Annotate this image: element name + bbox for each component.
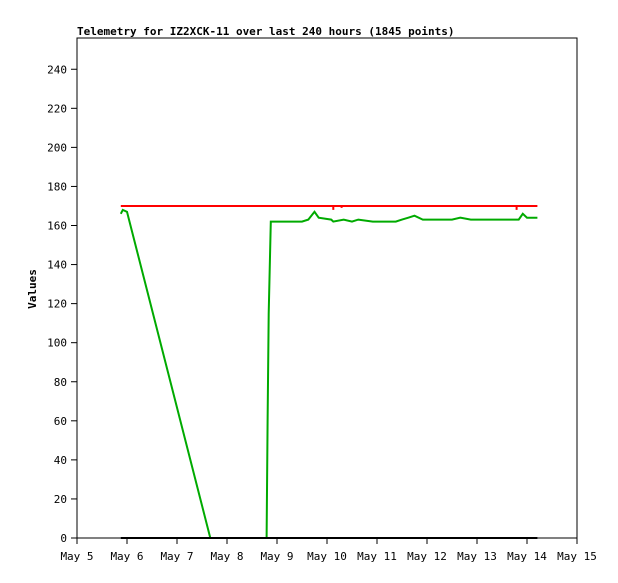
y-tick-label: 140 bbox=[47, 259, 67, 272]
y-tick-label: 160 bbox=[47, 220, 67, 233]
y-axis-ticks: 0 20 40 60 80 100 120 140 160 180 200 220 240 bbox=[47, 63, 77, 545]
y-tick-label: 80 bbox=[54, 376, 67, 389]
y-tick-label: 180 bbox=[47, 180, 67, 193]
chart-title: Telemetry for IZ2XCK-11 over last 240 ho… bbox=[77, 25, 455, 38]
x-tick-label: May 6 bbox=[110, 550, 143, 563]
x-tick-label: May 8 bbox=[210, 550, 243, 563]
x-tick-label: May 10 bbox=[307, 550, 347, 563]
y-tick-label: 220 bbox=[47, 102, 67, 115]
y-axis-label: Values bbox=[26, 269, 39, 309]
y-tick-label: 120 bbox=[47, 298, 67, 311]
series-line-1 bbox=[120, 205, 538, 210]
y-tick-label: 60 bbox=[54, 415, 67, 428]
y-tick-label: 0 bbox=[60, 532, 67, 545]
x-tick-label: May 5 bbox=[60, 550, 93, 563]
x-tick-label: May 9 bbox=[260, 550, 293, 563]
x-tick-label: May 7 bbox=[160, 550, 193, 563]
series-line-2 bbox=[119, 208, 538, 539]
x-tick-label: May 14 bbox=[507, 550, 547, 563]
x-tick-label: May 13 bbox=[457, 550, 497, 563]
x-tick-label: May 11 bbox=[357, 550, 397, 563]
x-tick-label: May 12 bbox=[407, 550, 447, 563]
series-layer bbox=[119, 205, 538, 539]
y-tick-label: 240 bbox=[47, 63, 67, 76]
y-tick-label: 100 bbox=[47, 337, 67, 350]
x-tick-label: May 15 bbox=[557, 550, 597, 563]
y-tick-label: 200 bbox=[47, 141, 67, 154]
x-axis-ticks: May 5 May 6 May 7 May 8 May 9 May 10 May 11 May… bbox=[60, 538, 597, 563]
y-tick-label: 20 bbox=[54, 493, 67, 506]
y-tick-label: 40 bbox=[54, 454, 67, 467]
